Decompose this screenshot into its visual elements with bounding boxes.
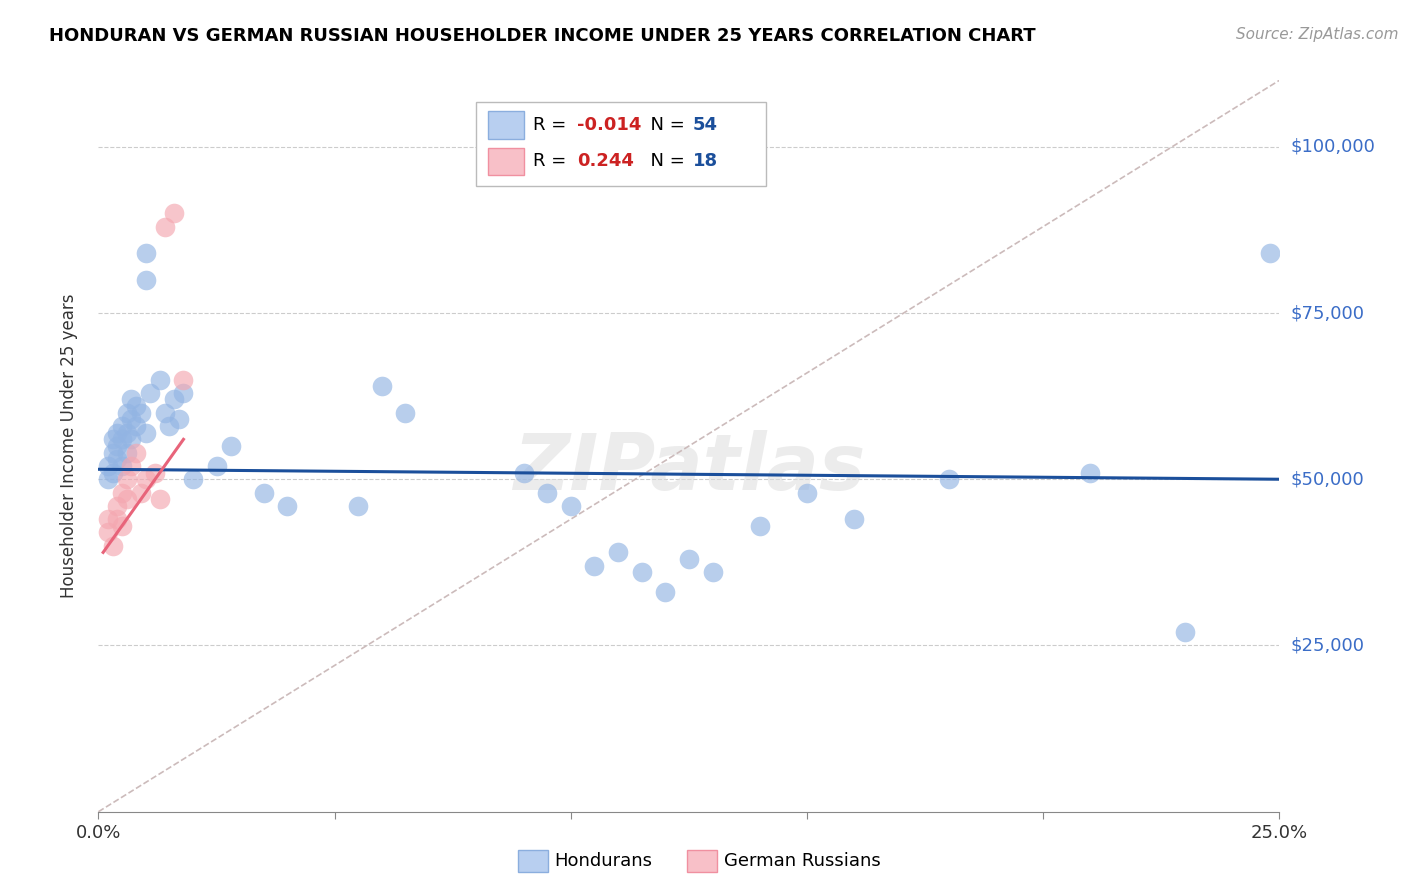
Text: N =: N =: [640, 153, 690, 170]
Point: [101, 466, 124, 480]
Point: [135, 273, 157, 287]
Point: [111, 458, 134, 473]
Point: [560, 499, 582, 513]
Point: [111, 518, 134, 533]
Point: [149, 492, 172, 507]
Point: [630, 566, 652, 580]
Point: [253, 485, 276, 500]
Text: N =: N =: [640, 116, 690, 134]
Text: 0.244: 0.244: [576, 153, 634, 170]
Text: $75,000: $75,000: [1291, 304, 1365, 322]
Point: [129, 406, 152, 420]
Point: [844, 512, 866, 526]
Text: R =: R =: [533, 153, 572, 170]
FancyBboxPatch shape: [488, 111, 523, 139]
FancyBboxPatch shape: [686, 850, 717, 872]
Point: [111, 485, 134, 500]
Point: [135, 472, 157, 486]
Point: [135, 246, 157, 260]
Point: [97, 458, 120, 473]
Point: [938, 472, 960, 486]
Point: [97, 525, 120, 540]
Point: [219, 439, 242, 453]
Point: [143, 466, 166, 480]
Text: Hondurans: Hondurans: [554, 853, 652, 871]
Point: [115, 445, 138, 459]
Point: [115, 492, 138, 507]
Point: [139, 385, 162, 400]
Text: $50,000: $50,000: [1291, 470, 1364, 488]
Point: [129, 485, 152, 500]
Text: Source: ZipAtlas.com: Source: ZipAtlas.com: [1236, 27, 1399, 42]
Point: [105, 452, 128, 467]
Y-axis label: Householder Income Under 25 years: Householder Income Under 25 years: [59, 293, 77, 599]
Point: [97, 512, 120, 526]
Point: [115, 472, 138, 486]
Point: [105, 425, 128, 440]
Point: [172, 372, 194, 386]
Point: [115, 406, 138, 420]
Point: [512, 466, 534, 480]
Point: [1174, 625, 1197, 640]
Point: [105, 439, 128, 453]
Point: [702, 566, 724, 580]
Point: [111, 433, 134, 447]
Point: [105, 499, 128, 513]
Point: [121, 433, 143, 447]
Point: [371, 379, 394, 393]
Text: $25,000: $25,000: [1291, 637, 1365, 655]
Text: $100,000: $100,000: [1291, 137, 1375, 156]
Text: German Russians: German Russians: [724, 853, 882, 871]
Point: [748, 518, 770, 533]
FancyBboxPatch shape: [488, 147, 523, 176]
Point: [111, 419, 134, 434]
Point: [276, 499, 298, 513]
Text: HONDURAN VS GERMAN RUSSIAN HOUSEHOLDER INCOME UNDER 25 YEARS CORRELATION CHART: HONDURAN VS GERMAN RUSSIAN HOUSEHOLDER I…: [49, 27, 1036, 45]
Point: [105, 512, 128, 526]
Point: [163, 392, 186, 407]
FancyBboxPatch shape: [477, 103, 766, 186]
Point: [163, 206, 186, 220]
Point: [125, 399, 148, 413]
Point: [536, 485, 558, 500]
Point: [172, 385, 194, 400]
Point: [181, 472, 204, 486]
Point: [121, 458, 143, 473]
Point: [153, 406, 176, 420]
Point: [157, 419, 180, 434]
Point: [153, 219, 176, 234]
Point: [101, 433, 124, 447]
Point: [796, 485, 818, 500]
Point: [167, 412, 190, 426]
FancyBboxPatch shape: [517, 850, 548, 872]
Point: [205, 458, 228, 473]
Point: [394, 406, 416, 420]
Point: [125, 445, 148, 459]
Point: [121, 412, 143, 426]
Point: [1080, 466, 1102, 480]
Point: [121, 392, 143, 407]
Text: -0.014: -0.014: [576, 116, 641, 134]
Point: [125, 419, 148, 434]
Point: [115, 425, 138, 440]
Point: [347, 499, 370, 513]
Point: [607, 545, 630, 559]
Point: [101, 445, 124, 459]
Point: [654, 585, 676, 599]
Point: [583, 558, 606, 573]
Point: [678, 552, 700, 566]
Point: [97, 472, 120, 486]
Point: [135, 425, 157, 440]
Text: 18: 18: [693, 153, 717, 170]
Point: [149, 372, 172, 386]
Point: [101, 539, 124, 553]
Point: [1258, 246, 1281, 260]
Text: R =: R =: [533, 116, 572, 134]
Text: 54: 54: [693, 116, 717, 134]
Text: ZIPatlas: ZIPatlas: [513, 430, 865, 506]
